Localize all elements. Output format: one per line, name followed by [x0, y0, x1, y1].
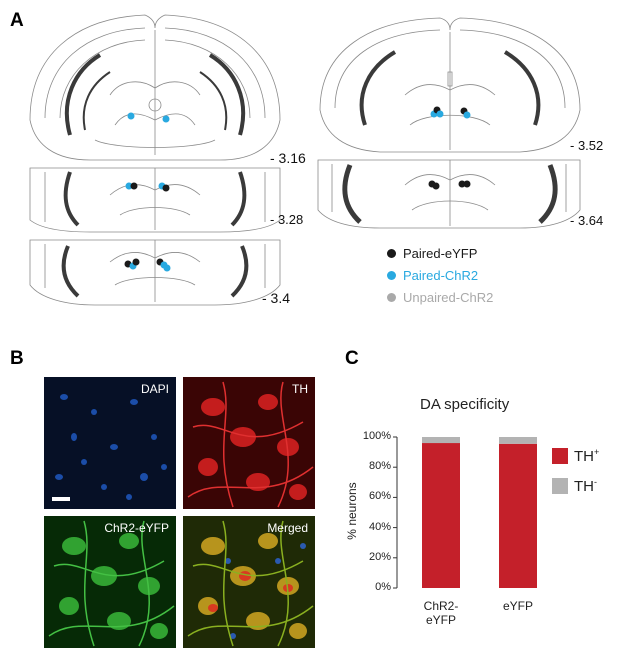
- y-tick-label: 80%: [368, 460, 391, 473]
- injection-legend: Paired-eYFP Paired-ChR2 Unpaired-ChR2: [387, 246, 493, 305]
- y-tick-label: 40%: [368, 520, 391, 533]
- section-label-5: - 3.64: [570, 213, 604, 228]
- atlas-section-5: [317, 159, 581, 229]
- brain-atlas-sections: [29, 14, 581, 306]
- legend-item-th-positive: TH+: [552, 447, 599, 465]
- legend-label: Paired-ChR2: [403, 268, 479, 283]
- panel-b-letter: B: [10, 348, 24, 369]
- merged-cells: [187, 520, 314, 647]
- eyfp-cells: [48, 520, 175, 647]
- legend-dot-icon: [387, 293, 396, 302]
- micrograph-label: Merged: [267, 521, 308, 535]
- injection-site-markers: [124, 106, 471, 272]
- legend-item-th-negative: TH-: [552, 477, 599, 495]
- legend-item-unpaired-chr2: Unpaired-ChR2: [387, 290, 493, 305]
- legend-label: Paired-eYFP: [403, 246, 478, 261]
- micrograph-dapi: DAPI: [44, 377, 176, 509]
- panel-c-letter: C: [345, 348, 359, 369]
- legend-swatch-icon: [552, 448, 568, 464]
- atlas-section-4: [319, 17, 581, 153]
- micrograph-chr2-eyfp: ChR2-eYFP: [44, 516, 176, 648]
- bar-segment: [422, 443, 460, 588]
- micrograph-merged: Merged: [183, 516, 315, 648]
- x-category-label: ChR2- eYFP: [423, 599, 459, 627]
- chart-title: DA specificity: [420, 396, 510, 413]
- legend-label-th-positive: TH+: [574, 447, 600, 465]
- legend-dot-icon: [387, 271, 396, 280]
- legend-item-paired-chr2: Paired-ChR2: [387, 268, 493, 283]
- micrograph-th: TH: [183, 377, 315, 509]
- bar-segment: [499, 443, 537, 588]
- chart-legend: TH+ TH-: [552, 447, 599, 495]
- atlas-section-3: [29, 239, 281, 306]
- dapi-nuclei: [52, 394, 167, 501]
- legend-dot-icon: [387, 249, 396, 258]
- panel-a-letter: A: [10, 10, 24, 31]
- section-label-3: - 3.4: [262, 290, 291, 306]
- micrograph-label: ChR2-eYFP: [104, 521, 169, 535]
- section-label-4: - 3.52: [570, 138, 604, 153]
- y-tick-label: 0%: [375, 581, 391, 593]
- y-tick-label: 60%: [368, 490, 391, 503]
- legend-label: Unpaired-ChR2: [403, 290, 494, 305]
- bar-segment: [422, 437, 460, 444]
- micrograph-label: DAPI: [140, 382, 169, 396]
- section-label-2: - 3.28: [270, 212, 304, 227]
- y-tick-label: 100%: [362, 430, 391, 442]
- legend-label-th-negative: TH-: [574, 477, 597, 495]
- atlas-section-2: [29, 167, 281, 233]
- legend-swatch-icon: [552, 478, 568, 494]
- bar-segment: [499, 437, 537, 444]
- section-label-1: - 3.16: [270, 150, 306, 166]
- x-category-label: eYFP: [502, 599, 533, 613]
- scale-bar: [52, 497, 70, 501]
- atlas-section-1: [29, 14, 281, 161]
- micrograph-label: TH: [292, 382, 308, 396]
- th-cells: [187, 381, 314, 508]
- y-tick-label: 20%: [368, 550, 391, 563]
- legend-item-paired-eyfp: Paired-eYFP: [387, 246, 493, 261]
